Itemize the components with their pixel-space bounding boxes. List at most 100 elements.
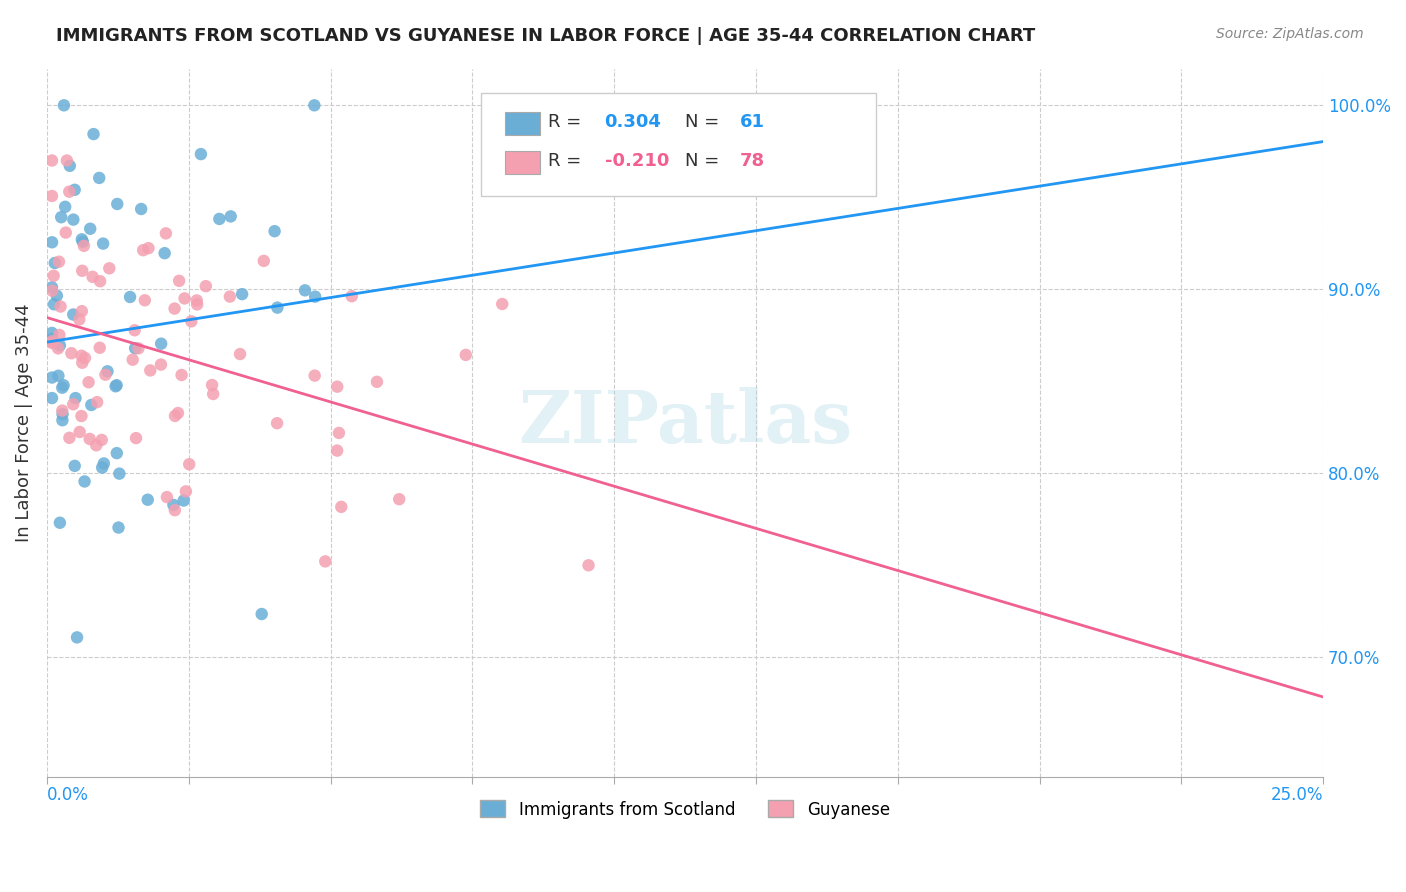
Guyanese (194, 279, 217, 293)
FancyBboxPatch shape (505, 152, 540, 174)
Immigrants from Scotland (105, 378, 128, 392)
Immigrants from Scotland (304, 98, 326, 112)
Immigrants from Scotland (41, 326, 63, 340)
Immigrants from Scotland (73, 475, 96, 489)
Guyanese (266, 416, 288, 430)
Immigrants from Scotland (42, 297, 65, 311)
Guyanese (89, 341, 111, 355)
Immigrants from Scotland (63, 458, 86, 473)
Immigrants from Scotland (304, 290, 326, 304)
Guyanese (139, 363, 162, 377)
Immigrants from Scotland (231, 287, 253, 301)
Guyanese (156, 490, 179, 504)
Guyanese (340, 289, 363, 303)
Immigrants from Scotland (129, 202, 152, 216)
Guyanese (84, 438, 107, 452)
Immigrants from Scotland (44, 256, 66, 270)
Guyanese (170, 368, 193, 382)
Guyanese (174, 484, 197, 499)
Text: Source: ZipAtlas.com: Source: ZipAtlas.com (1216, 27, 1364, 41)
Guyanese (86, 395, 108, 409)
Immigrants from Scotland (208, 211, 231, 226)
Guyanese (98, 261, 121, 276)
Immigrants from Scotland (63, 183, 86, 197)
Text: -0.210: -0.210 (605, 152, 669, 169)
Immigrants from Scotland (250, 607, 273, 621)
Immigrants from Scotland (41, 332, 63, 346)
Guyanese (149, 358, 172, 372)
Text: N =: N = (685, 112, 725, 130)
Guyanese (62, 397, 84, 411)
Guyanese (70, 264, 93, 278)
FancyBboxPatch shape (505, 112, 540, 135)
Guyanese (90, 433, 112, 447)
Guyanese (202, 387, 225, 401)
Text: R =: R = (548, 152, 588, 169)
Guyanese (186, 297, 208, 311)
Guyanese (578, 558, 600, 573)
Immigrants from Scotland (51, 413, 73, 427)
Immigrants from Scotland (107, 520, 129, 534)
Guyanese (155, 227, 177, 241)
Immigrants from Scotland (89, 170, 111, 185)
Guyanese (73, 351, 96, 365)
Guyanese (366, 375, 388, 389)
Immigrants from Scotland (190, 147, 212, 161)
Guyanese (94, 368, 117, 382)
Text: IMMIGRANTS FROM SCOTLAND VS GUYANESE IN LABOR FORCE | AGE 35-44 CORRELATION CHAR: IMMIGRANTS FROM SCOTLAND VS GUYANESE IN … (56, 27, 1035, 45)
Guyanese (454, 348, 477, 362)
Immigrants from Scotland (108, 467, 131, 481)
Guyanese (60, 346, 83, 360)
Guyanese (82, 269, 104, 284)
Immigrants from Scotland (51, 381, 73, 395)
Immigrants from Scotland (219, 210, 242, 224)
Guyanese (491, 297, 513, 311)
Immigrants from Scotland (93, 457, 115, 471)
Immigrants from Scotland (91, 236, 114, 251)
Guyanese (163, 409, 186, 423)
Immigrants from Scotland (153, 246, 176, 260)
Immigrants from Scotland (62, 308, 84, 322)
Guyanese (70, 304, 93, 318)
Immigrants from Scotland (41, 370, 63, 384)
Immigrants from Scotland (80, 398, 103, 412)
Guyanese (229, 347, 252, 361)
Text: 25.0%: 25.0% (1271, 786, 1323, 804)
Immigrants from Scotland (96, 364, 118, 378)
Guyanese (58, 431, 80, 445)
Guyanese (46, 342, 69, 356)
Guyanese (41, 334, 63, 349)
Guyanese (314, 554, 336, 568)
Guyanese (167, 274, 190, 288)
Immigrants from Scotland (105, 197, 128, 211)
Guyanese (201, 378, 224, 392)
Immigrants from Scotland (53, 200, 76, 214)
Guyanese (173, 292, 195, 306)
Guyanese (42, 268, 65, 283)
Guyanese (72, 356, 94, 370)
Text: 61: 61 (740, 112, 765, 130)
Guyanese (51, 403, 73, 417)
Guyanese (125, 431, 148, 445)
Immigrants from Scotland (124, 341, 146, 355)
FancyBboxPatch shape (481, 94, 876, 196)
Guyanese (163, 503, 186, 517)
Immigrants from Scotland (91, 460, 114, 475)
Immigrants from Scotland (79, 221, 101, 235)
Guyanese (138, 241, 160, 255)
Text: 78: 78 (740, 152, 765, 169)
Immigrants from Scotland (51, 407, 73, 421)
Guyanese (67, 312, 90, 326)
Guyanese (330, 500, 353, 514)
Guyanese (186, 293, 208, 308)
Guyanese (132, 243, 155, 257)
Text: 0.304: 0.304 (605, 112, 661, 130)
Text: N =: N = (685, 152, 725, 169)
Immigrants from Scotland (263, 224, 285, 238)
Immigrants from Scotland (52, 378, 75, 392)
Guyanese (304, 368, 326, 383)
Text: 0.0%: 0.0% (46, 786, 89, 804)
Immigrants from Scotland (65, 391, 87, 405)
Guyanese (41, 336, 63, 351)
Guyanese (79, 432, 101, 446)
